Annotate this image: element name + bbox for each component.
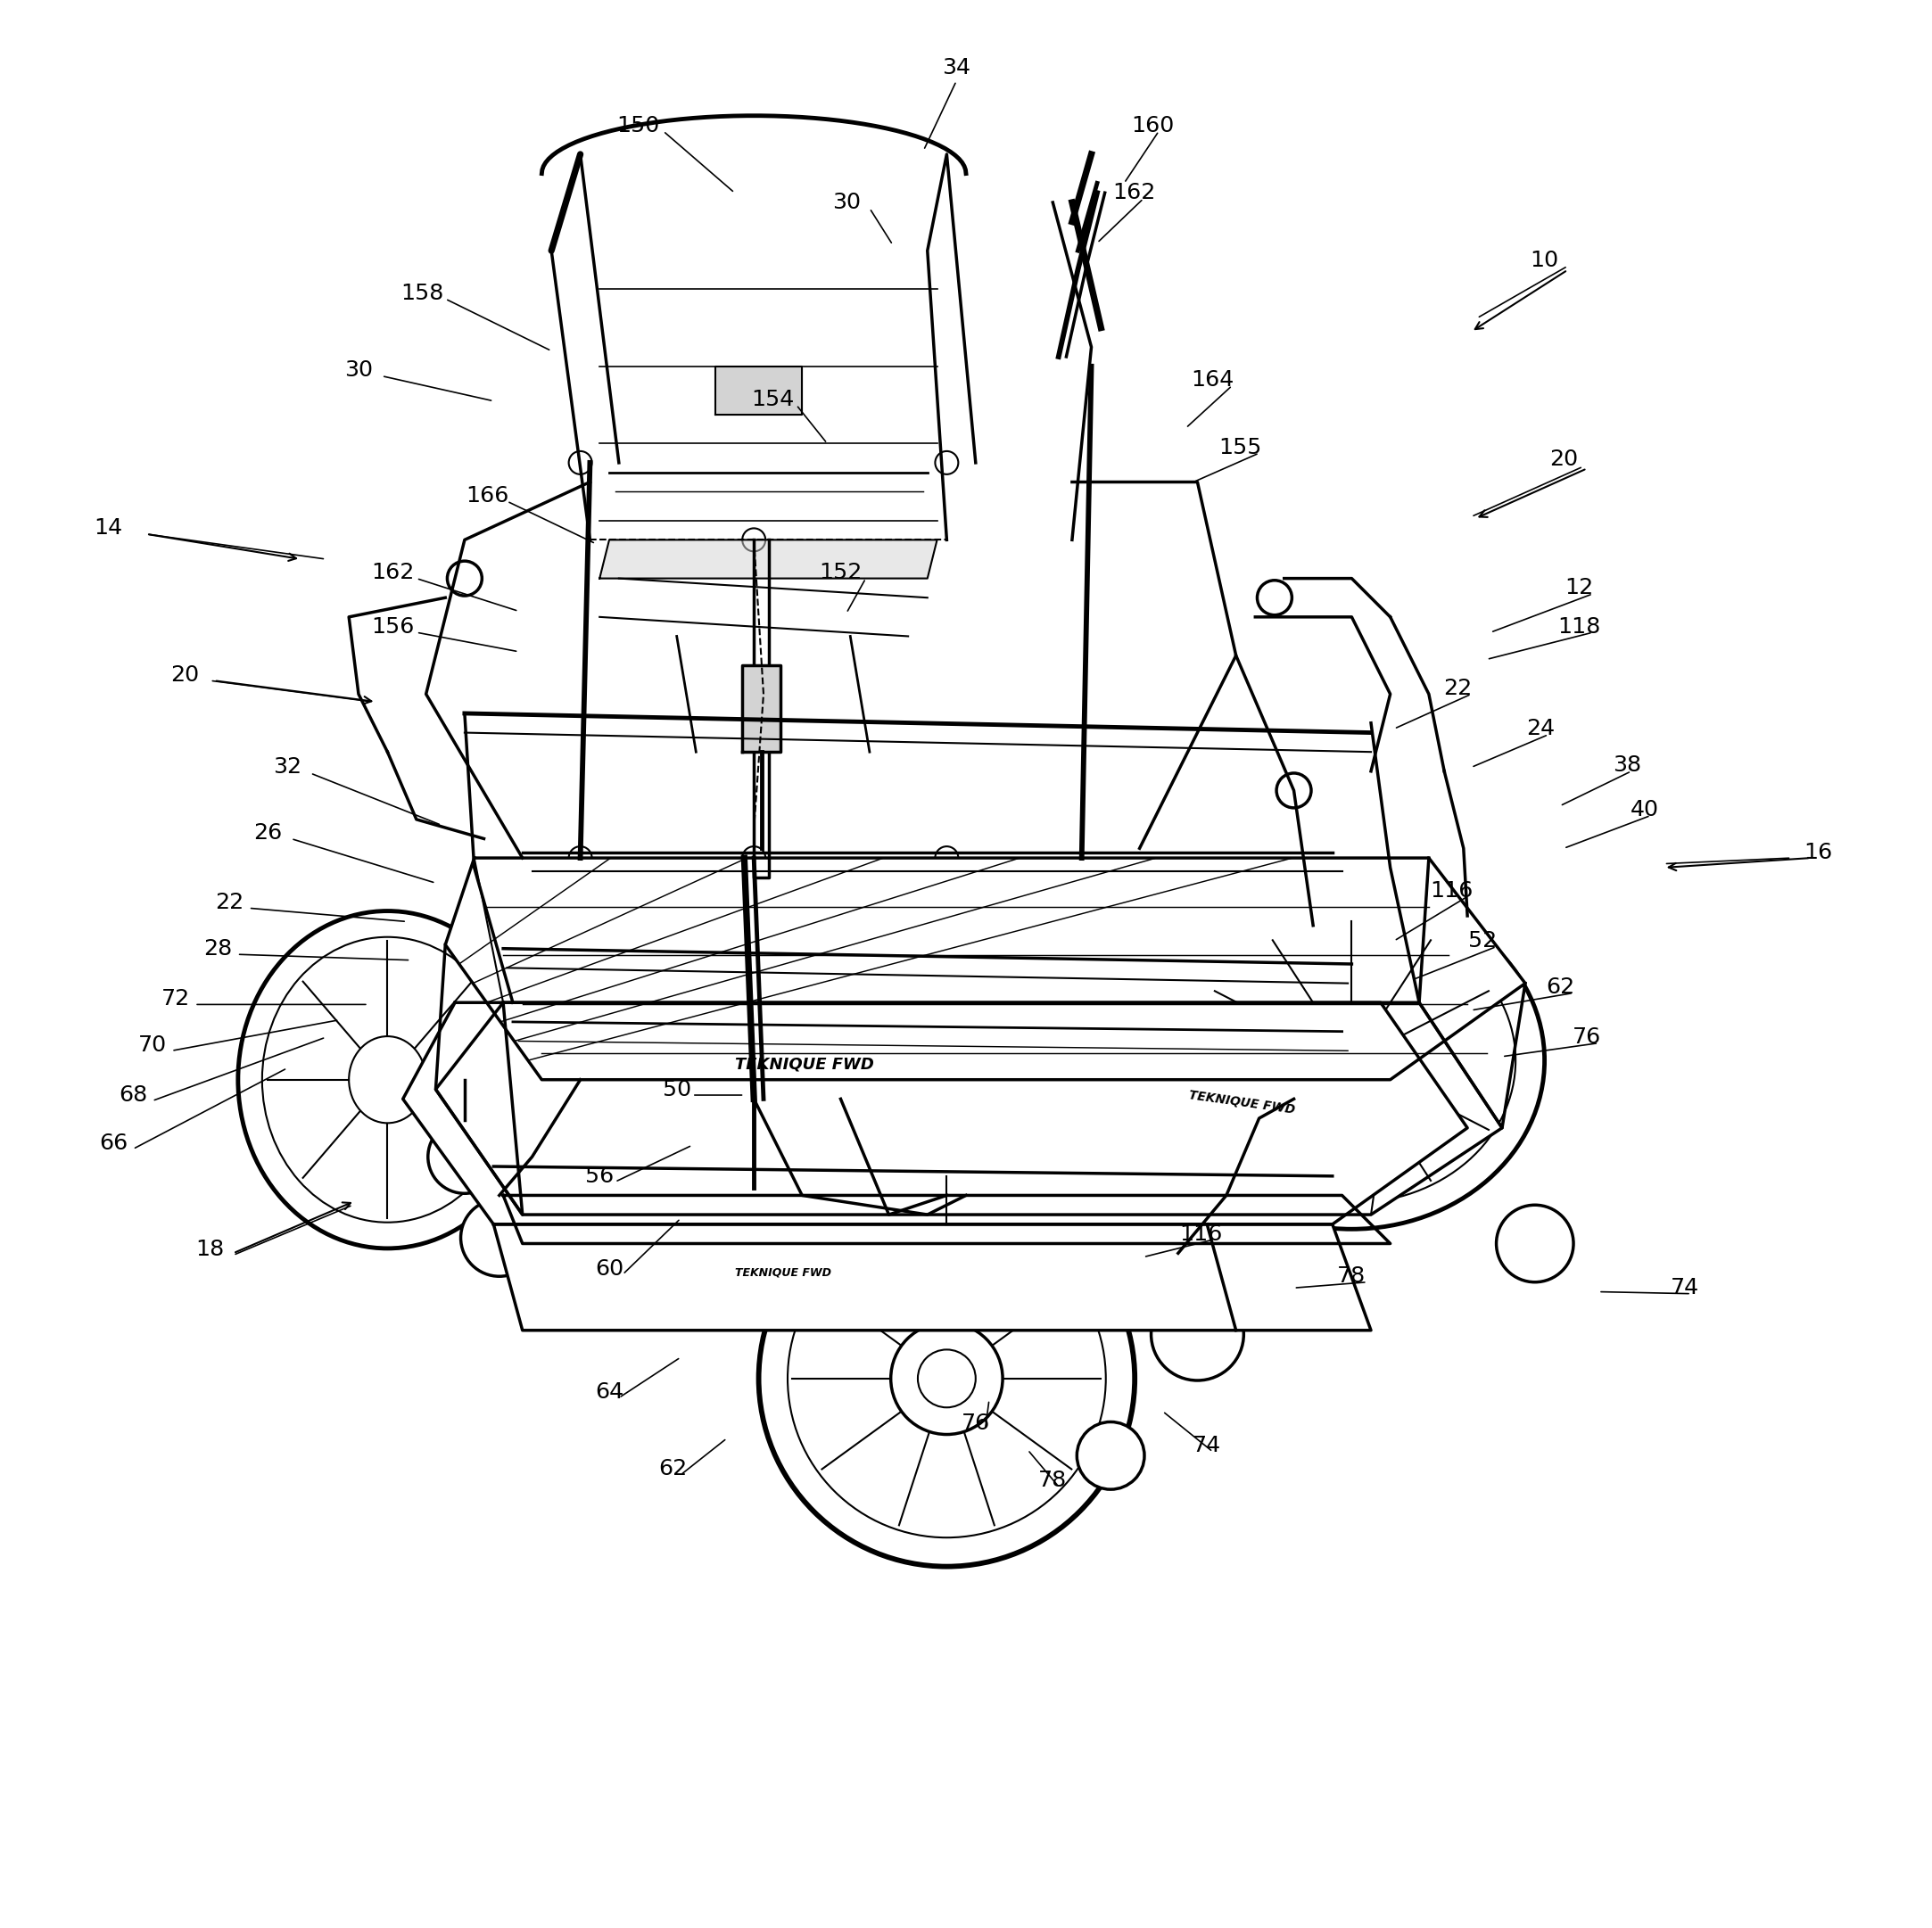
Text: 30: 30 — [344, 359, 373, 382]
Ellipse shape — [935, 451, 958, 474]
Text: TEKNIQUE FWD: TEKNIQUE FWD — [1188, 1089, 1296, 1116]
Text: 78: 78 — [1337, 1265, 1366, 1288]
Polygon shape — [599, 540, 937, 578]
Ellipse shape — [568, 846, 591, 870]
Text: 52: 52 — [1468, 929, 1497, 952]
Text: 78: 78 — [1037, 1469, 1066, 1492]
Text: TEKNIQUE FWD: TEKNIQUE FWD — [734, 1267, 831, 1278]
Text: 20: 20 — [170, 663, 199, 686]
Ellipse shape — [1151, 1288, 1244, 1380]
Text: 50: 50 — [663, 1078, 692, 1101]
Text: 164: 164 — [1192, 368, 1235, 391]
Text: 20: 20 — [1549, 447, 1578, 470]
Ellipse shape — [429, 1120, 500, 1193]
Ellipse shape — [1159, 891, 1544, 1230]
Ellipse shape — [446, 561, 481, 596]
Ellipse shape — [742, 846, 765, 870]
Text: 150: 150 — [616, 114, 659, 137]
Text: 40: 40 — [1631, 798, 1660, 821]
Text: 28: 28 — [203, 937, 232, 960]
Ellipse shape — [238, 912, 537, 1249]
Ellipse shape — [1076, 1423, 1144, 1488]
Ellipse shape — [568, 451, 591, 474]
Text: 74: 74 — [1671, 1276, 1700, 1299]
Ellipse shape — [759, 1190, 1134, 1566]
Text: 12: 12 — [1565, 576, 1594, 600]
Ellipse shape — [935, 846, 958, 870]
Text: 156: 156 — [371, 615, 415, 638]
Text: 116: 116 — [1180, 1222, 1223, 1245]
Text: 116: 116 — [1430, 879, 1474, 902]
Text: 30: 30 — [833, 191, 862, 214]
Ellipse shape — [1277, 773, 1312, 808]
Text: 62: 62 — [659, 1458, 688, 1481]
Polygon shape — [444, 858, 1524, 1080]
Text: 158: 158 — [400, 281, 444, 305]
Text: 64: 64 — [595, 1380, 624, 1404]
Text: 66: 66 — [99, 1132, 128, 1155]
Polygon shape — [715, 366, 802, 415]
Text: 76: 76 — [1573, 1026, 1602, 1049]
Text: 60: 60 — [595, 1257, 624, 1280]
Text: 22: 22 — [214, 891, 243, 914]
Ellipse shape — [1258, 580, 1293, 615]
Text: 70: 70 — [137, 1033, 166, 1057]
Text: 34: 34 — [943, 56, 970, 79]
Text: TEKNIQUE FWD: TEKNIQUE FWD — [734, 1057, 873, 1072]
Text: 16: 16 — [1804, 841, 1833, 864]
Polygon shape — [742, 665, 781, 752]
Polygon shape — [493, 1224, 1372, 1330]
Text: 62: 62 — [1546, 976, 1575, 999]
Ellipse shape — [1495, 1205, 1573, 1282]
Text: 22: 22 — [1443, 677, 1472, 700]
Text: 162: 162 — [371, 561, 415, 584]
Text: 74: 74 — [1192, 1434, 1221, 1458]
Text: 152: 152 — [819, 561, 862, 584]
Text: 166: 166 — [466, 484, 510, 507]
Text: 68: 68 — [118, 1084, 147, 1107]
Text: 118: 118 — [1557, 615, 1602, 638]
Text: 10: 10 — [1530, 249, 1559, 272]
Text: 18: 18 — [195, 1238, 224, 1261]
Polygon shape — [437, 1003, 1501, 1215]
Text: 72: 72 — [160, 987, 189, 1010]
Text: 56: 56 — [585, 1165, 614, 1188]
Text: 24: 24 — [1526, 717, 1555, 740]
Text: 14: 14 — [93, 517, 122, 540]
Text: 26: 26 — [253, 821, 282, 844]
Text: 76: 76 — [962, 1411, 989, 1434]
Polygon shape — [404, 1003, 1468, 1224]
Text: 162: 162 — [1113, 181, 1155, 204]
Text: 38: 38 — [1613, 754, 1642, 777]
Text: 32: 32 — [272, 756, 301, 779]
Text: 160: 160 — [1132, 114, 1175, 137]
Ellipse shape — [460, 1199, 537, 1276]
Text: 155: 155 — [1219, 436, 1262, 459]
Ellipse shape — [742, 528, 765, 551]
Text: 154: 154 — [752, 388, 794, 411]
